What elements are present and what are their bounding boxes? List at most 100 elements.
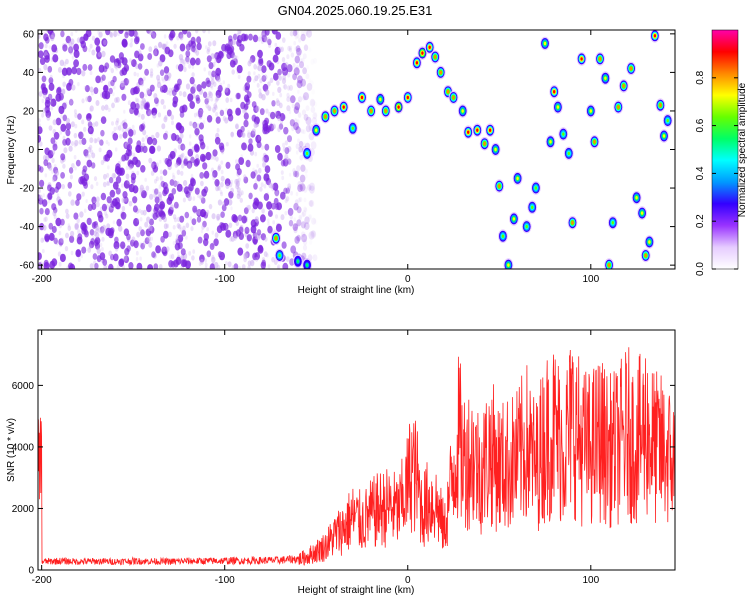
noise-point bbox=[267, 210, 273, 217]
noise-point bbox=[191, 218, 197, 226]
spectral-feature bbox=[626, 61, 636, 76]
noise-point bbox=[154, 178, 157, 184]
noise-point bbox=[292, 252, 295, 258]
noise-point bbox=[100, 116, 107, 124]
noise-point bbox=[124, 31, 129, 39]
noise-point bbox=[138, 77, 144, 86]
noise-point bbox=[157, 41, 163, 49]
noise-point bbox=[60, 114, 63, 119]
noise-point bbox=[205, 77, 210, 84]
noise-point bbox=[215, 67, 222, 76]
noise-point bbox=[81, 137, 87, 145]
noise-point bbox=[276, 202, 282, 211]
feature-layer bbox=[476, 128, 479, 132]
noise-point bbox=[243, 174, 247, 180]
noise-point bbox=[300, 33, 306, 42]
noise-point bbox=[183, 66, 187, 73]
noise-point bbox=[209, 243, 215, 250]
noise-point bbox=[62, 163, 66, 169]
spectral-feature bbox=[338, 100, 349, 114]
noise-point bbox=[62, 114, 68, 122]
noise-point bbox=[150, 170, 155, 176]
noise-point bbox=[100, 226, 105, 233]
noise-point bbox=[55, 181, 62, 190]
noise-point bbox=[309, 80, 314, 86]
spectral-feature bbox=[553, 100, 563, 114]
noise-point bbox=[105, 30, 111, 36]
noise-point bbox=[282, 84, 286, 89]
noise-point bbox=[303, 30, 308, 37]
noise-point bbox=[277, 115, 281, 122]
noise-point bbox=[132, 196, 138, 204]
noise-point bbox=[217, 185, 221, 191]
noise-point bbox=[227, 83, 231, 89]
colorbar-tick-label: 0.0 bbox=[695, 262, 706, 276]
noise-point bbox=[262, 161, 267, 168]
noise-point bbox=[244, 86, 250, 93]
noise-point bbox=[279, 113, 286, 122]
noise-point bbox=[133, 240, 139, 249]
noise-point bbox=[235, 92, 241, 100]
noise-point bbox=[38, 126, 43, 135]
feature-layer bbox=[415, 61, 419, 65]
noise-point bbox=[118, 30, 124, 34]
spectral-feature bbox=[380, 104, 391, 118]
noise-point bbox=[110, 227, 115, 234]
noise-point bbox=[146, 216, 151, 223]
noise-point bbox=[185, 83, 191, 90]
noise-point bbox=[193, 143, 200, 152]
noise-point bbox=[243, 252, 249, 259]
noise-point bbox=[48, 222, 54, 230]
noise-point bbox=[225, 183, 230, 190]
noise-point bbox=[291, 126, 295, 132]
noise-point bbox=[310, 230, 317, 239]
noise-point bbox=[295, 143, 300, 150]
spectral-feature bbox=[375, 92, 386, 107]
noise-point bbox=[165, 223, 170, 229]
noise-point bbox=[284, 147, 290, 155]
noise-point bbox=[78, 131, 84, 140]
noise-point bbox=[211, 230, 215, 235]
noise-point bbox=[279, 47, 283, 52]
noise-point bbox=[52, 119, 57, 126]
noise-point bbox=[97, 51, 102, 58]
noise-point bbox=[255, 256, 259, 262]
noise-point bbox=[163, 157, 166, 162]
noise-point bbox=[256, 163, 260, 168]
noise-point bbox=[300, 129, 304, 134]
noise-point bbox=[275, 31, 282, 40]
noise-point bbox=[299, 183, 306, 192]
noise-point bbox=[113, 30, 118, 37]
noise-point bbox=[96, 137, 101, 143]
noise-point bbox=[287, 135, 292, 143]
feature-layer bbox=[571, 221, 574, 225]
noise-point bbox=[121, 38, 128, 47]
noise-point bbox=[161, 85, 165, 91]
spectral-feature bbox=[521, 219, 532, 234]
noise-point bbox=[211, 173, 215, 178]
noise-point bbox=[204, 98, 209, 105]
noise-point bbox=[225, 161, 231, 169]
noise-point bbox=[283, 126, 289, 135]
snr-series-line bbox=[38, 347, 675, 567]
noise-point bbox=[177, 251, 180, 256]
noise-point bbox=[259, 91, 263, 96]
noise-point bbox=[235, 180, 240, 187]
noise-point bbox=[309, 182, 315, 191]
noise-point bbox=[153, 50, 158, 56]
noise-point bbox=[42, 199, 48, 207]
spectral-feature bbox=[302, 258, 312, 269]
spectral-feature bbox=[655, 98, 666, 112]
noise-point bbox=[80, 40, 87, 49]
noise-point bbox=[264, 165, 271, 174]
noise-point bbox=[252, 167, 255, 172]
noise-point bbox=[286, 54, 290, 60]
noise-point bbox=[179, 34, 184, 41]
noise-point bbox=[256, 234, 261, 241]
noise-point bbox=[114, 147, 118, 152]
noise-point bbox=[164, 114, 168, 121]
noise-point bbox=[196, 209, 201, 216]
noise-point bbox=[43, 64, 48, 71]
noise-point bbox=[299, 180, 303, 186]
noise-point bbox=[277, 152, 283, 161]
